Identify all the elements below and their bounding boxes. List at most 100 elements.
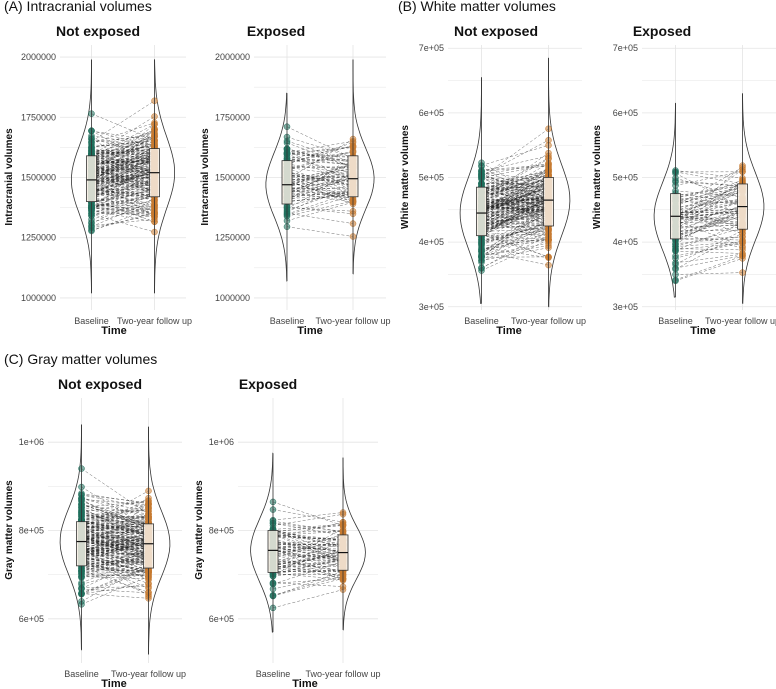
pair-line xyxy=(91,149,155,158)
pair-line xyxy=(481,171,549,182)
pair-line xyxy=(675,189,743,210)
pair-line xyxy=(81,544,149,551)
pair-line xyxy=(286,152,354,157)
points xyxy=(78,465,152,608)
plot-b1: 3e+05 4e+05 5e+05 6e+05 7e+05 Baseline Two-yea… xyxy=(419,43,586,326)
pair-line xyxy=(81,556,149,589)
pair-line xyxy=(675,219,743,247)
pair-line xyxy=(675,213,743,241)
pair-line xyxy=(481,201,549,205)
pair-line xyxy=(481,188,549,207)
pair-line xyxy=(272,522,344,532)
pair-line xyxy=(81,507,149,521)
pair-line xyxy=(286,176,354,202)
pair-line xyxy=(272,557,344,573)
pair-line xyxy=(286,207,354,212)
pair-line xyxy=(675,248,743,251)
pair-line xyxy=(81,536,149,555)
pair-line xyxy=(272,555,344,558)
pair-line xyxy=(481,237,549,250)
pair-line xyxy=(481,175,549,230)
pair-line xyxy=(481,242,549,256)
pair-line xyxy=(675,169,743,219)
pair-line xyxy=(81,539,149,563)
pair-line xyxy=(286,171,354,186)
pair-line xyxy=(91,153,155,166)
pair-line xyxy=(286,193,354,196)
box-iqr xyxy=(143,523,154,569)
pair-line xyxy=(675,184,743,199)
pair-line xyxy=(81,559,149,571)
pair-line xyxy=(675,215,743,240)
pair-line xyxy=(272,524,344,533)
pair-line xyxy=(81,541,149,553)
pair-line xyxy=(81,494,149,508)
pair-line xyxy=(81,560,149,589)
box-iqr xyxy=(281,160,293,205)
pair-line xyxy=(675,209,743,242)
pair-line xyxy=(286,200,354,217)
pair-line xyxy=(91,212,155,231)
pair-line xyxy=(81,548,149,573)
pair-line xyxy=(81,518,149,528)
pair-line xyxy=(481,233,549,236)
pair-line xyxy=(91,151,155,176)
pair-line xyxy=(91,191,155,211)
pair-line xyxy=(481,209,549,214)
box-iqr xyxy=(76,521,87,567)
y-tick-label: 7e+05 xyxy=(613,43,638,53)
pair-line xyxy=(675,167,743,207)
pair-line xyxy=(91,157,155,171)
pair-line xyxy=(286,167,354,184)
pair-line xyxy=(81,519,149,544)
x-tick-label-followup: Two-year follow up xyxy=(705,316,776,326)
pair-line xyxy=(272,530,344,534)
pair-line xyxy=(481,205,549,236)
pair-line xyxy=(91,136,155,159)
pair-line xyxy=(286,146,354,160)
pair-line xyxy=(286,179,354,182)
pair-line xyxy=(272,558,344,575)
pair-line xyxy=(675,190,743,215)
pair-line xyxy=(272,563,344,575)
pair-line xyxy=(81,498,149,538)
pair-line xyxy=(81,583,149,595)
pair-line xyxy=(81,557,149,566)
pair-line xyxy=(81,555,149,560)
pair-line xyxy=(675,203,743,245)
pair-line xyxy=(91,170,155,176)
pair-line xyxy=(286,149,354,164)
pair-line xyxy=(81,576,149,580)
pair-line xyxy=(675,206,743,225)
x-tick-label-followup: Two-year follow up xyxy=(117,316,192,326)
ylabel-c2: Gray matter volumes xyxy=(194,480,205,580)
pair-line xyxy=(481,176,549,202)
pair-line xyxy=(481,210,549,221)
pair-line xyxy=(286,187,354,211)
pair-line xyxy=(272,578,344,584)
pair-line xyxy=(286,153,354,181)
violin-followup xyxy=(148,426,171,655)
x-tick-label-followup: Two-year follow up xyxy=(315,316,390,326)
pair-line xyxy=(91,198,155,223)
pair-line xyxy=(272,546,344,560)
pair-line xyxy=(286,193,354,200)
pair-line xyxy=(91,177,155,210)
pair-line xyxy=(272,536,344,540)
y-tick-label: 3e+05 xyxy=(419,302,444,312)
plot-a1: 1000000 1250000 1500000 1750000 2000000 Basel… xyxy=(21,45,192,326)
x-tick-label-followup: Two-year follow up xyxy=(511,316,586,326)
pair-line xyxy=(675,208,743,231)
pair-line xyxy=(675,222,743,224)
pair-line xyxy=(481,207,549,235)
pair-line xyxy=(272,582,344,587)
violin-followup xyxy=(742,93,765,304)
pair-lines xyxy=(91,100,155,233)
pair-line xyxy=(286,180,354,193)
pair-line xyxy=(286,174,354,186)
pair-line xyxy=(91,150,155,160)
pair-line xyxy=(675,222,743,251)
pair-line xyxy=(272,545,344,562)
pair-lines xyxy=(675,165,743,282)
pair-line xyxy=(675,232,743,249)
